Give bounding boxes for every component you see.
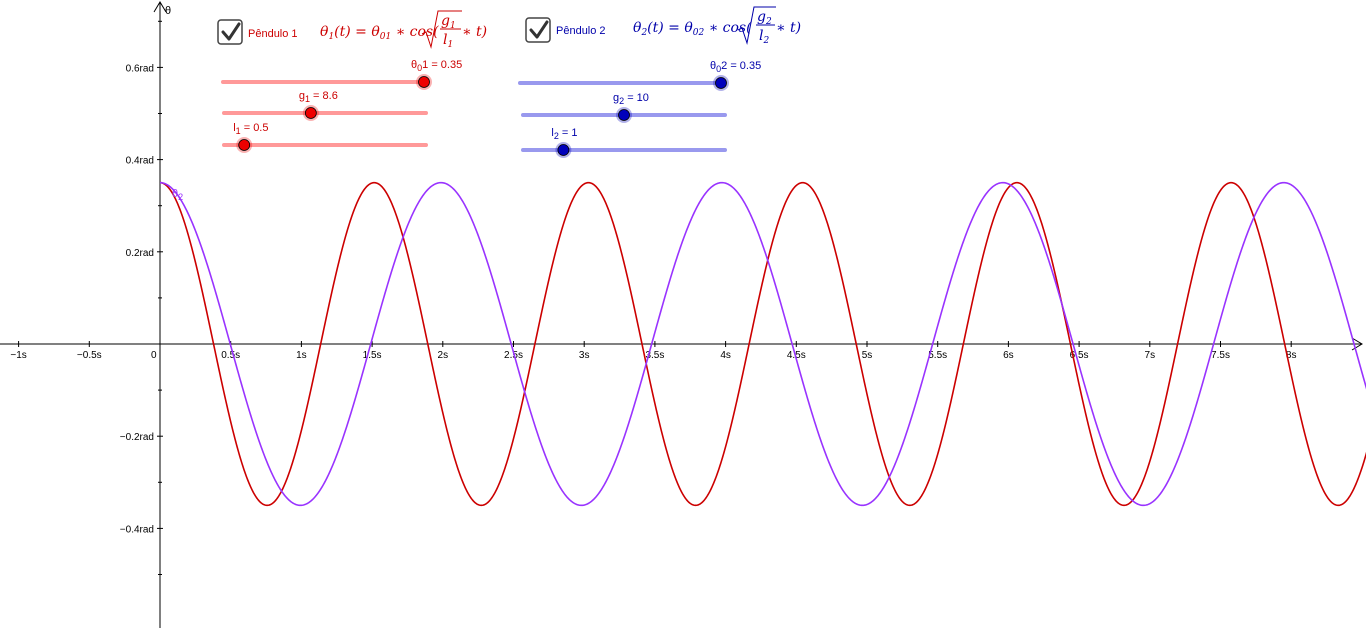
x-tick-label: −1s <box>10 350 26 361</box>
x-tick-label: 2.5s <box>504 350 523 361</box>
y-tick-label: −0.2rad <box>120 432 154 443</box>
y-tick-label: 0.2rad <box>126 248 154 259</box>
pendulum1-formula-tail: ∗ t) <box>462 24 487 40</box>
pendulum2-g-slider-knob[interactable] <box>618 109 630 121</box>
x-tick-label: 8s <box>1286 350 1297 361</box>
x-tick-label: 0 <box>151 350 157 361</box>
pendulum1-l-slider[interactable]: l1 = 0.5 <box>222 122 428 153</box>
pendulum1-sqrt-fraction: g1 l1 <box>421 10 462 50</box>
checkmark-icon <box>529 20 549 39</box>
x-tick-label: 2s <box>438 350 449 361</box>
y-axis-title: θ <box>165 5 171 17</box>
y-axis-ticks: 0.6rad 0.4rad 0.2rad −0.2rad −0.4rad <box>120 20 163 575</box>
pendulum2-theta0-slider-label: θ02 = 0.35 <box>710 60 761 74</box>
x-tick-label: 7s <box>1145 350 1156 361</box>
pendulum2-g-slider[interactable]: g2 = 10 <box>521 92 727 123</box>
pendulum1-l-slider-knob[interactable] <box>238 139 251 151</box>
pendulum1-g-slider-knob[interactable] <box>304 107 317 119</box>
pendulum1-checkbox-label: Pêndulo 1 <box>248 28 298 40</box>
y-axis <box>153 1 167 628</box>
x-tick-label: −0.5s <box>77 350 102 361</box>
checkmark-icon <box>221 22 241 41</box>
x-tick-label: 6.5s <box>1070 350 1089 361</box>
x-axis <box>0 337 1363 351</box>
pendulum1-theta0-slider-label: θ01 = 0.35 <box>411 59 462 73</box>
x-tick-label: 3.5s <box>645 350 664 361</box>
pendulum1-l-slider-label: l1 = 0.5 <box>233 122 268 136</box>
pendulum1-theta0-slider[interactable]: θ01 = 0.35 <box>221 59 462 90</box>
pendulum2-g-slider-label: g2 = 10 <box>613 92 649 106</box>
pendulum2-checkbox-label: Pêndulo 2 <box>556 25 606 37</box>
theta2-curve-label: θ2 <box>172 188 183 202</box>
x-tick-label: 0.5s <box>221 350 240 361</box>
x-tick-label: 1s <box>296 350 307 361</box>
svg-text:l1: l1 <box>443 32 453 50</box>
x-tick-label: 4.5s <box>787 350 806 361</box>
x-tick-label: 4s <box>720 350 731 361</box>
x-tick-label: 5.5s <box>928 350 947 361</box>
svg-text:l2: l2 <box>759 28 769 46</box>
x-tick-label: 1.5s <box>363 350 382 361</box>
pendulum2-formula: θ2(t) = θ02 ∗ cos( <box>633 20 752 38</box>
pendulum2-theta0-slider[interactable]: θ02 = 0.35 <box>518 60 761 91</box>
x-axis-ticks: −1s −0.5s 0 0.5s 1s 1.5s 2s 2.5s 3s 3.5s 4s 4.5s 5s 5… <box>10 341 1296 361</box>
pendulum1-g-slider[interactable]: g1 = 8.6 <box>222 90 428 121</box>
y-tick-label: −0.4rad <box>120 524 154 535</box>
pendulum1-g-slider-label: g1 = 8.6 <box>299 90 338 104</box>
svg-text:g1: g1 <box>441 13 456 31</box>
pendulum2-sqrt-fraction: g2 l2 <box>737 6 776 46</box>
y-tick-label: 0.6rad <box>126 63 154 74</box>
pendulum2-l-slider-label: l2 = 1 <box>551 127 577 141</box>
pendulum2-checkbox[interactable] <box>525 17 551 43</box>
x-tick-label: 6s <box>1003 350 1014 361</box>
svg-text:g2: g2 <box>757 9 772 27</box>
pendulum1-checkbox[interactable] <box>217 19 243 45</box>
pendulum1-theta0-slider-knob[interactable] <box>418 76 430 88</box>
pendulum2-l-slider[interactable]: l2 = 1 <box>521 127 727 158</box>
pendulum2-formula-tail: ∗ t) <box>776 20 801 36</box>
pendulum2-theta0-slider-knob[interactable] <box>715 77 727 89</box>
y-axis-arrow-icon <box>153 1 167 13</box>
x-tick-label: 3s <box>579 350 590 361</box>
theta2-curve[interactable] <box>159 181 1366 507</box>
y-tick-label: 0.4rad <box>126 156 154 167</box>
pendulum2-l-slider-knob[interactable] <box>557 144 570 156</box>
pendulum1-formula: θ1(t) = θ01 ∗ cos( <box>320 24 439 42</box>
x-tick-label: 5s <box>862 350 873 361</box>
x-tick-label: 7.5s <box>1211 350 1230 361</box>
